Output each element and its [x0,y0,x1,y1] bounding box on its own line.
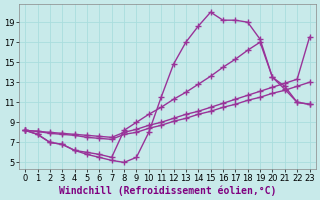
X-axis label: Windchill (Refroidissement éolien,°C): Windchill (Refroidissement éolien,°C) [59,185,276,196]
